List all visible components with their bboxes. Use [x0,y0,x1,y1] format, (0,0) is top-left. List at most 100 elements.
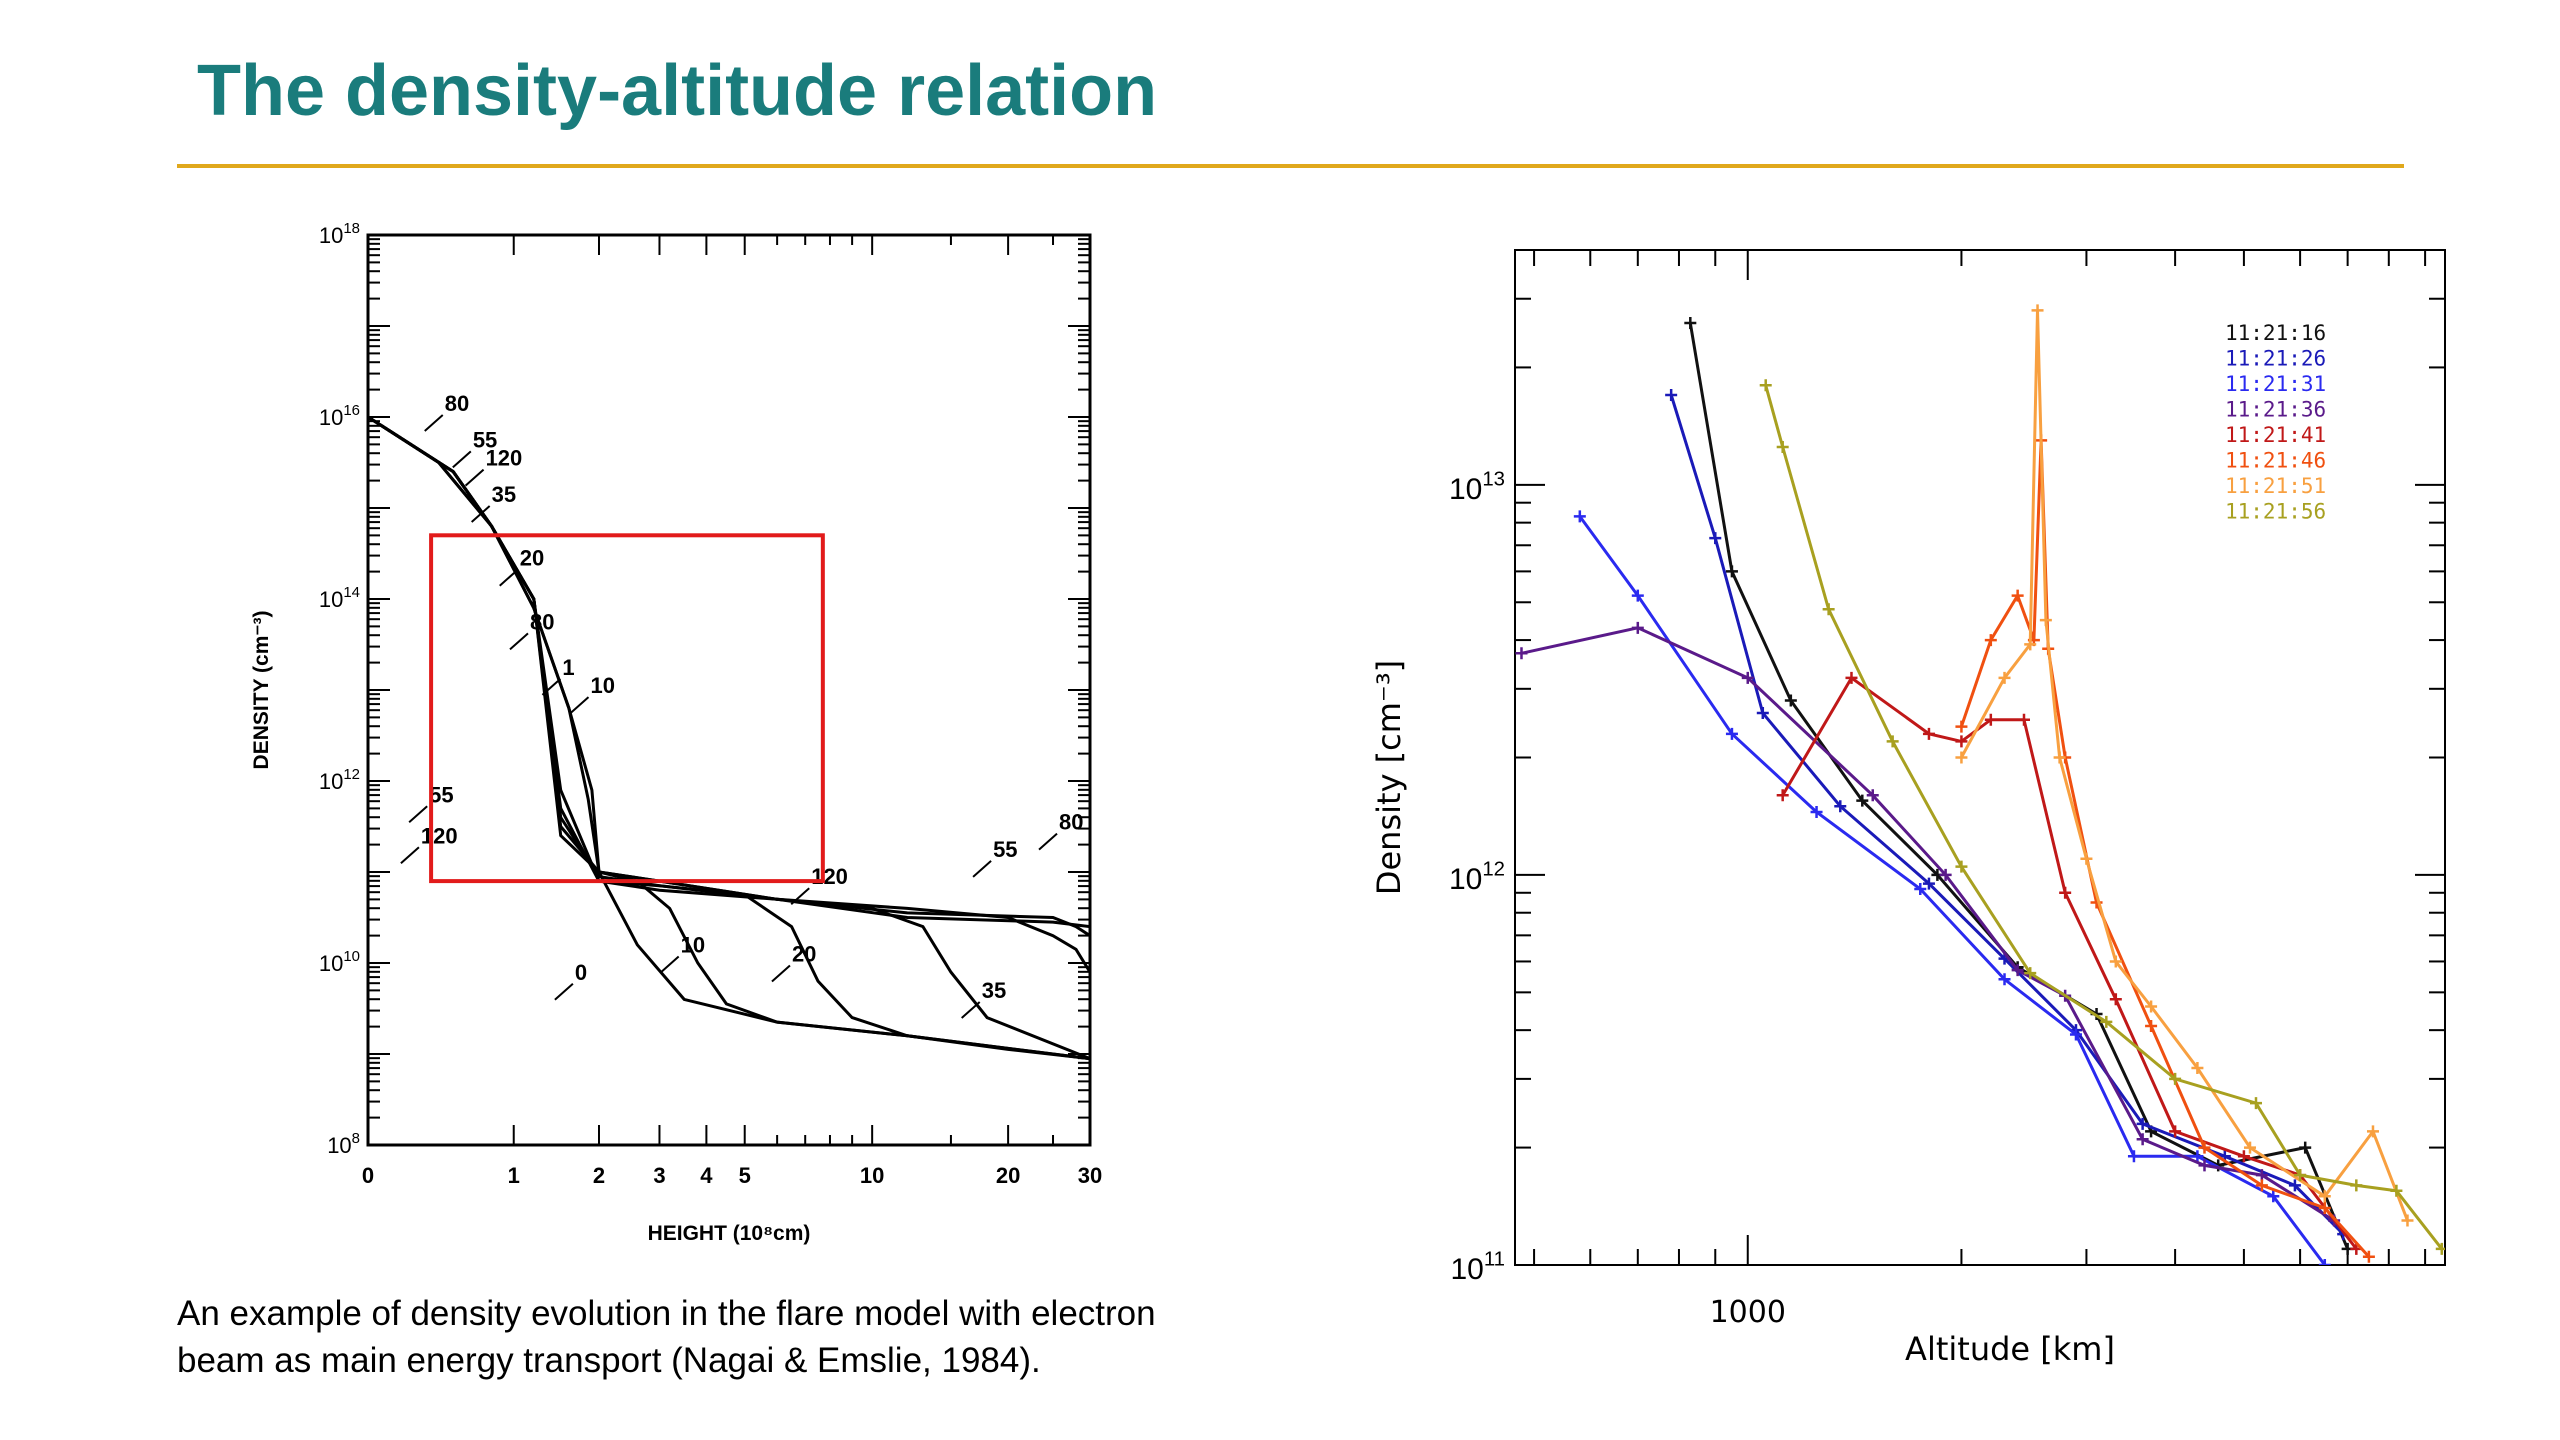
right-data-point [1922,877,1935,890]
right-data-point [1834,800,1847,813]
title-rule [177,164,2404,168]
right-data-point [2059,886,2072,899]
right-data-point [2127,1150,2140,1163]
right-data-point [2145,1019,2158,1032]
right-data-point [1845,671,1858,684]
left-y-tick-label: 1014 [319,584,360,612]
left-curve-label: 35 [982,978,1006,1003]
left-leader-line [972,860,992,878]
right-data-point [1684,316,1697,329]
right-data-point [1725,565,1738,578]
right-data-point [2053,751,2066,764]
right-data-point [1886,735,1899,748]
left-curve-label: 120 [421,823,458,848]
right-data-point [2198,1141,2211,1154]
left-leader-line [470,505,491,523]
right-data-point [2401,1214,2414,1227]
right-data-point [1573,510,1586,523]
left-x-tick-label: 0 [362,1163,374,1188]
right-data-point [1822,603,1835,616]
left-leader-line [408,805,428,824]
right-data-point [1665,388,1678,401]
left-leader-line [1038,832,1058,851]
right-data-point [2249,1097,2262,1110]
left-curve-label: 20 [792,942,816,967]
right-data-point [1984,713,1997,726]
right-data-point [2299,1141,2312,1154]
right-data-point [1776,789,1789,802]
left-leader-line [660,955,680,974]
right-data-point [1756,707,1769,720]
left-x-tick-label: 10 [860,1163,884,1188]
left-curve-label: 120 [486,446,523,471]
left-curve-label: 1 [562,655,574,680]
left-curve-label: 55 [473,427,497,452]
right-data-point [2366,1125,2379,1138]
right-data-point [2294,1169,2307,1182]
left-y-tick-label: 108 [327,1130,360,1158]
right-series-11:21:41 [1776,671,2363,1255]
right-data-point [2080,852,2093,865]
left-chart: 0 1 2 3 4 5 10 20 3010810101012101410161018HEIGH… [250,220,1102,1245]
right-data-point [2169,1072,2182,1085]
left-x-tick-label: 5 [739,1163,751,1188]
left-series-line-80 [368,415,1090,937]
left-series-line-20 [368,415,1090,1061]
right-legend-entry: 11:21:46 [2225,449,2326,473]
left-series-line-55 [368,415,1090,973]
left-series-line-120 [368,415,1090,929]
right-legend-entry: 11:21:26 [2225,347,2326,371]
left-series-line-35 [368,415,1090,1060]
right-y-tick-label: 1012 [1449,858,1505,896]
right-data-point [1725,727,1738,740]
right-data-point [2318,1190,2331,1203]
right-data-point [2024,967,2037,980]
highlight-box [429,533,825,884]
right-data-point [2255,1169,2268,1182]
right-data-point [2191,1061,2204,1074]
right-data-point [1631,589,1644,602]
left-curve-label: 120 [811,864,848,889]
right-legend-entry: 11:21:31 [2225,372,2326,396]
right-data-point [1784,694,1797,707]
right-series-11:21:51 [1955,304,2414,1227]
left-series-line-10 [368,415,1090,1061]
right-data-point [2011,964,2024,977]
right-x-axis-label: Altitude [km] [1905,1330,2115,1368]
left-x-axis-label: HEIGHT (10⁸cm) [648,1222,811,1245]
right-data-point [1741,671,1754,684]
right-data-point [2191,1150,2204,1163]
right-data-point [2109,955,2122,968]
right-data-point [2136,1117,2149,1130]
right-data-point [2039,614,2052,627]
right-data-point [2255,1179,2268,1192]
left-leader-line [771,964,791,983]
left-x-tick-label: 1 [508,1163,520,1188]
left-curve-label: 80 [445,391,469,416]
right-data-point [1776,441,1789,454]
left-curve-label: 55 [993,837,1017,862]
right-data-point [2318,1259,2331,1265]
right-legend-entry: 11:21:56 [2225,500,2326,524]
left-leader-line [541,678,562,696]
left-leader-line [499,568,519,587]
slide-title: The density-altitude relation [197,51,1158,131]
right-data-point [1856,794,1869,807]
left-curve-label: 10 [681,932,705,957]
left-curve-label: 80 [530,609,554,634]
right-data-point [1955,735,1968,748]
figure-caption: An example of density evolution in the f… [177,1290,1327,1384]
right-data-point [1759,379,1772,392]
left-y-tick-label: 1010 [319,948,360,976]
right-data-point [2017,713,2030,726]
right-data-point [2031,304,2044,317]
left-series-line-0 [368,415,1090,1061]
right-data-point [2145,1000,2158,1013]
left-x-tick-label: 20 [996,1163,1020,1188]
right-legend-entry: 11:21:36 [2225,398,2326,422]
right-data-point [2350,1179,2363,1192]
right-y-tick-label: 1013 [1449,468,1505,506]
left-leader-line [554,983,574,1001]
right-data-point [1810,805,1823,818]
right-data-point [2237,1150,2250,1163]
